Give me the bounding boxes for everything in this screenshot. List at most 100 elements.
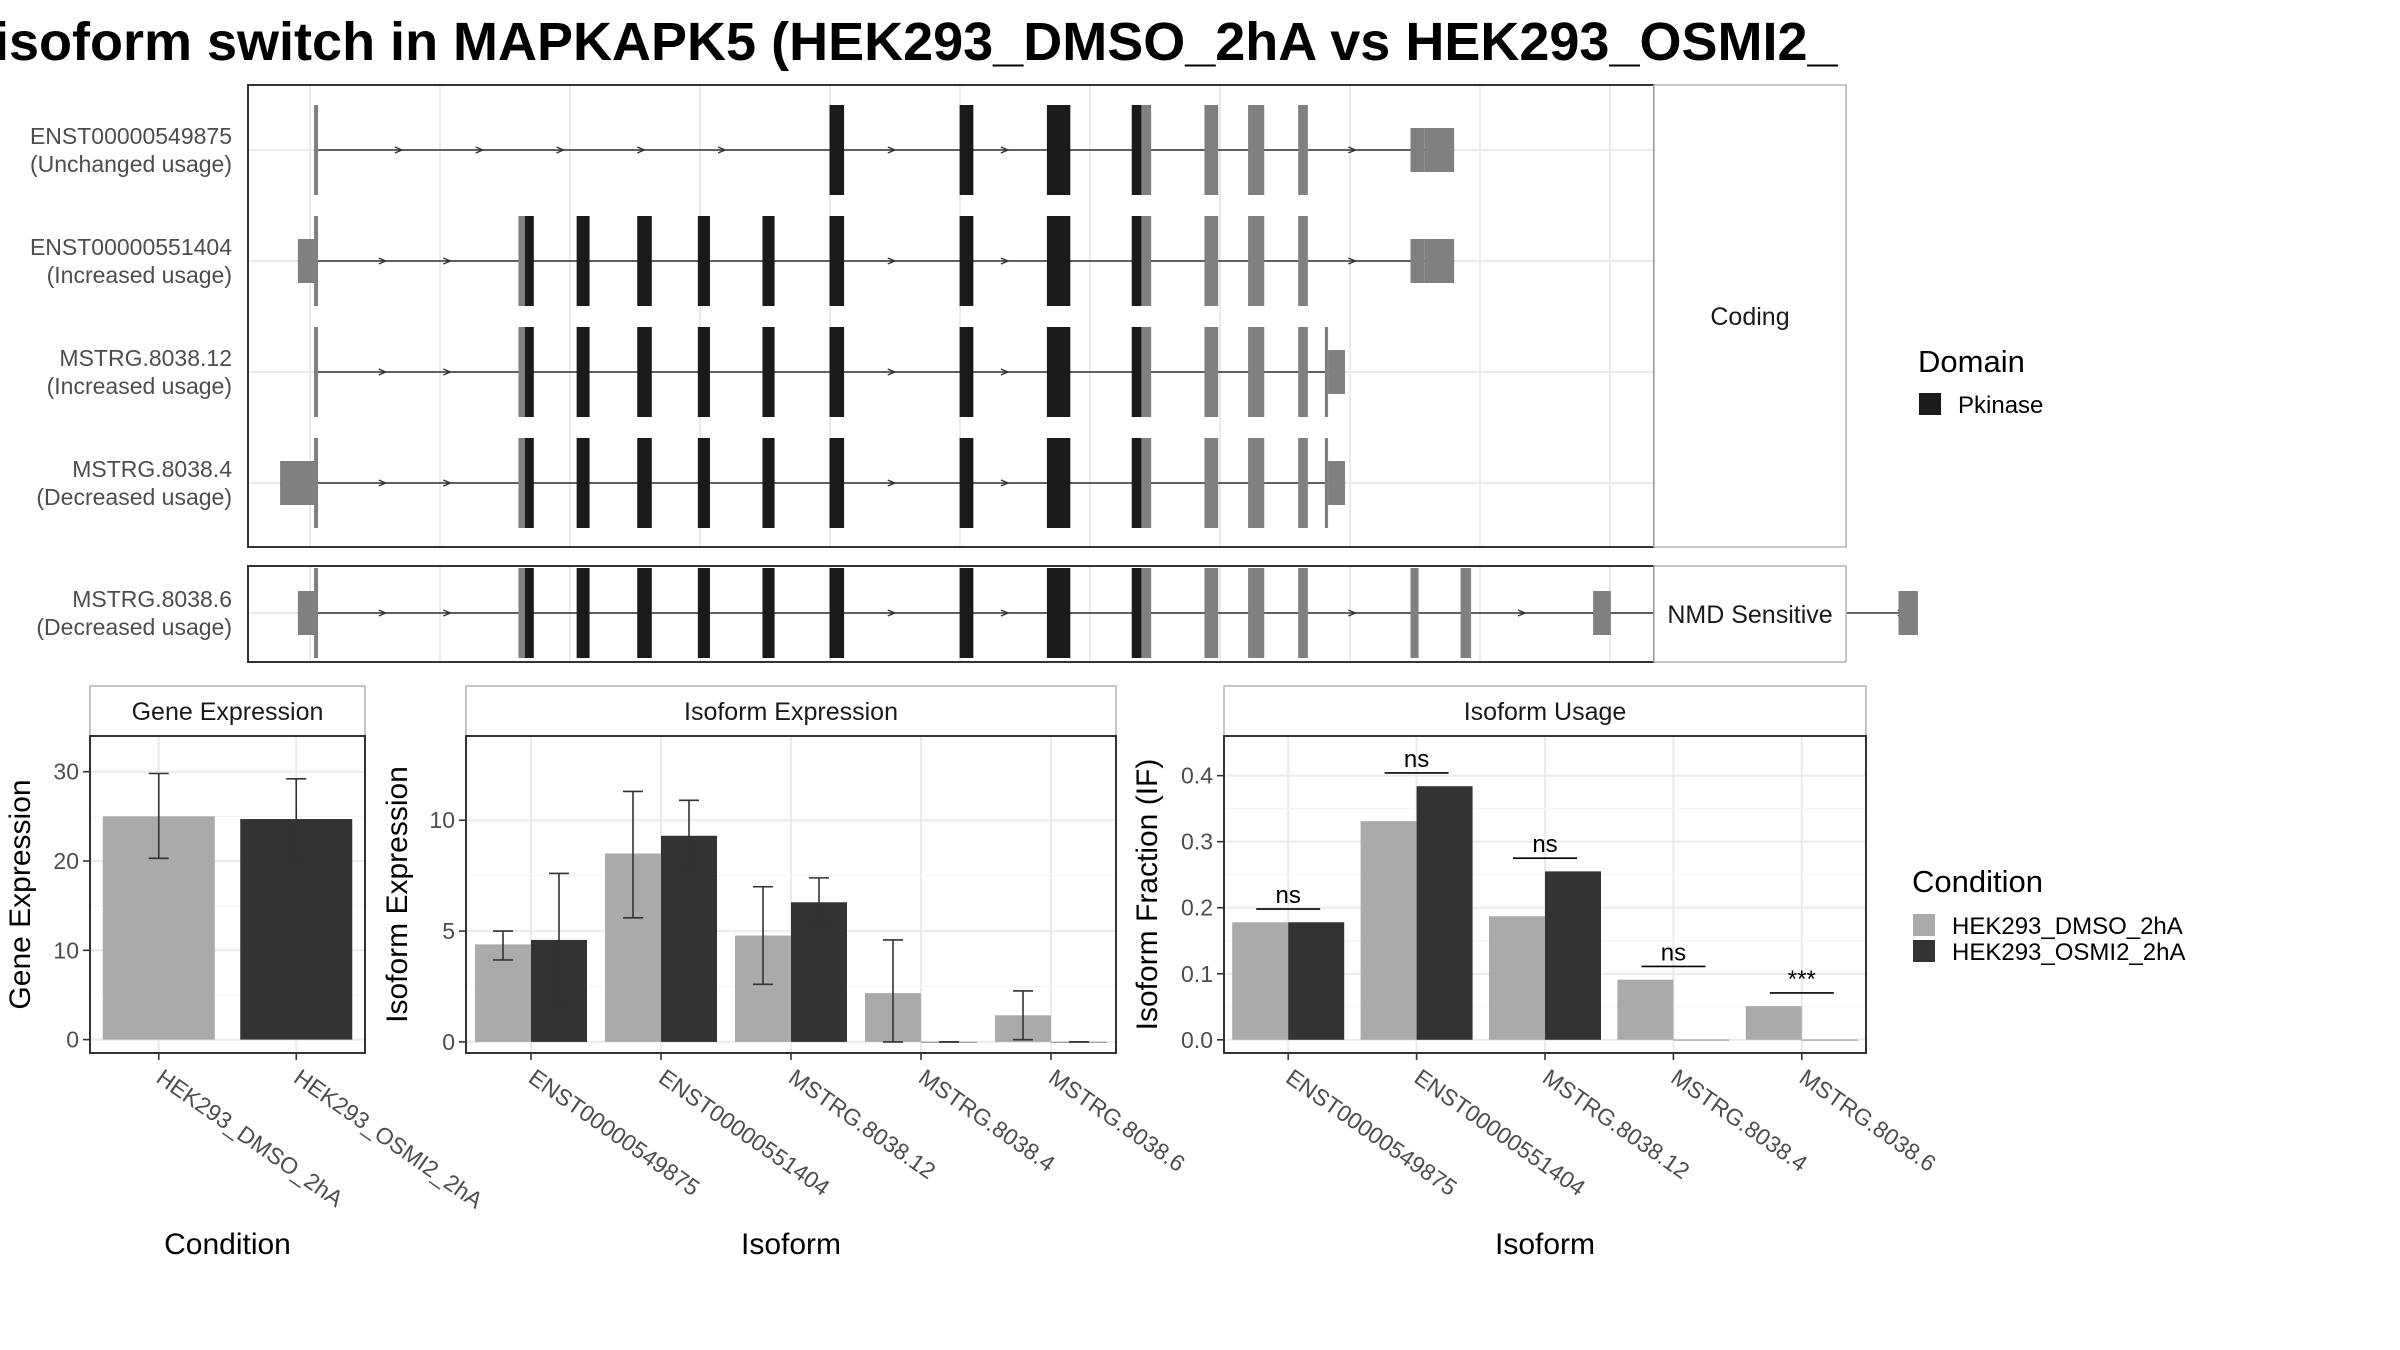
utr-exon (1324, 327, 1329, 417)
y-tick-label: 0.2 (1181, 895, 1213, 921)
domain-exon (524, 327, 534, 417)
x-tick-label: MSTRG.8038.6 (1044, 1064, 1190, 1177)
significance-label: ns (1532, 831, 1557, 858)
domain-exon (697, 568, 710, 658)
x-axis-title: Isoform (741, 1228, 841, 1261)
domain-exon (524, 438, 534, 528)
track-label-usage: (Decreased usage) (36, 614, 232, 640)
domain-exon (762, 216, 775, 306)
direction-arrow (1000, 146, 1010, 154)
utr-exon (1298, 216, 1308, 306)
bar (1617, 979, 1674, 1040)
significance-label: ns (1661, 939, 1686, 966)
domain-exon (829, 216, 845, 306)
utr-exon (1248, 105, 1265, 195)
direction-arrow (1000, 368, 1010, 376)
utr-exon (1204, 568, 1219, 658)
utr-exon (314, 216, 319, 306)
direction-arrow (1517, 609, 1527, 617)
utr-exon (314, 327, 319, 417)
utr-exon (1410, 568, 1419, 658)
direction-arrow (394, 146, 404, 154)
domain-exon (637, 327, 652, 417)
facet-strip (1653, 84, 1847, 548)
domain-exon (1131, 327, 1142, 417)
legend-key (1919, 393, 1941, 415)
domain-exon (637, 438, 652, 528)
facet-strip (465, 685, 1117, 737)
domain-exon (959, 216, 974, 306)
utr-exon (1204, 216, 1219, 306)
utr-exon (314, 105, 319, 195)
track-label-usage: (Increased usage) (47, 373, 232, 399)
facet-strip-label: Isoform Expression (684, 698, 898, 726)
y-axis-title: Isoform Fraction (IF) (1131, 759, 1164, 1031)
domain-exon (576, 216, 590, 306)
track-label-id: MSTRG.8038.4 (72, 456, 232, 482)
direction-arrow (378, 257, 388, 265)
gene-structure-panel: ENST00000549875(Unchanged usage) ENST0000… (30, 84, 1918, 663)
direction-arrow (443, 609, 453, 617)
domain-exon (637, 568, 652, 658)
domain-exon (1131, 438, 1142, 528)
direction-arrow (443, 368, 453, 376)
direction-arrow (887, 146, 897, 154)
y-axis-title: Isoform Expression (381, 766, 414, 1023)
utr-exon (1141, 327, 1152, 417)
domain-exon (1046, 568, 1071, 658)
direction-arrow (475, 146, 485, 154)
domain-exon (1046, 105, 1071, 195)
utr-exon (1410, 128, 1425, 172)
direction-arrow (887, 479, 897, 487)
figure-title: isoform switch in MAPKAPK5 (HEK293_DMSO_… (0, 12, 1838, 72)
legend-label: HEK293_OSMI2_2hA (1952, 939, 2185, 966)
domain-exon (1046, 438, 1071, 528)
facet-strip (89, 685, 366, 737)
direction-arrow (717, 146, 727, 154)
domain-exon (637, 216, 652, 306)
domain-exon (697, 438, 710, 528)
utr-exon (1328, 461, 1346, 505)
y-tick-label: 0 (442, 1029, 455, 1055)
domain-exon (959, 105, 974, 195)
bar (1416, 786, 1473, 1040)
domain-exon (829, 568, 845, 658)
utr-exon (1204, 105, 1219, 195)
domain-exon (762, 438, 775, 528)
domain-exon (1131, 216, 1142, 306)
direction-arrow (1348, 257, 1358, 265)
track-label-usage: (Decreased usage) (36, 484, 232, 510)
direction-arrow (1000, 257, 1010, 265)
significance-label: ns (1276, 882, 1301, 909)
legend-title: Domain (1918, 344, 2025, 379)
utr-exon (1141, 438, 1152, 528)
utr-exon (1424, 239, 1455, 283)
legend-domain: Domain Pkinase (1918, 344, 2043, 419)
legend-key (1913, 940, 1935, 962)
utr-exon (280, 461, 315, 505)
bar (1360, 821, 1417, 1040)
domain-exon (697, 216, 710, 306)
legend-label: Pkinase (1958, 392, 2043, 419)
direction-arrow (887, 368, 897, 376)
track-label-usage: (Increased usage) (47, 262, 232, 288)
domain-exon (829, 105, 845, 195)
direction-arrow (1000, 479, 1010, 487)
utr-exon (1248, 327, 1265, 417)
plot-border (89, 735, 366, 1054)
significance-label: *** (1788, 966, 1816, 993)
x-axis-title: Condition (164, 1228, 291, 1261)
facet-strip (1653, 565, 1847, 663)
bar-panel: Gene Expression0102030HEK293_DMSO_2hAHEK… (4, 685, 488, 1261)
y-tick-label: 20 (53, 848, 79, 874)
domain-exon (959, 327, 974, 417)
y-tick-label: 30 (53, 759, 79, 785)
bar (1745, 1006, 1802, 1040)
utr-exon (518, 216, 525, 306)
domain-exon (959, 438, 974, 528)
track-label-usage: (Unchanged usage) (30, 151, 232, 177)
utr-exon (1204, 438, 1219, 528)
